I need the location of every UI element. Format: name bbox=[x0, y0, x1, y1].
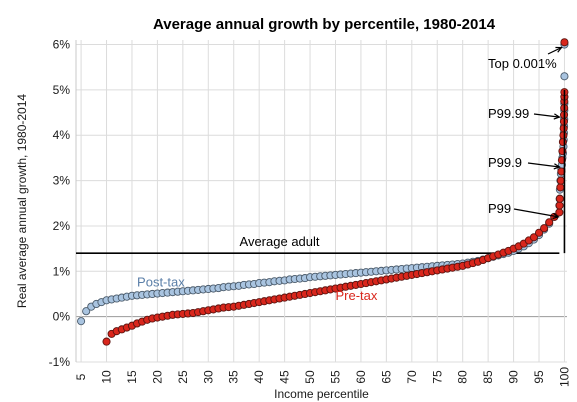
annotation-label: Top 0.001% bbox=[488, 56, 557, 71]
data-point bbox=[540, 224, 549, 233]
x-tick-label: 70 bbox=[405, 370, 419, 384]
pre-tax-label: Pre-tax bbox=[335, 288, 377, 303]
x-tick-label: 45 bbox=[278, 370, 292, 384]
y-tick-label: 1% bbox=[53, 264, 71, 278]
data-point bbox=[77, 317, 86, 326]
data-point bbox=[82, 307, 91, 316]
annotation-arrowhead bbox=[552, 212, 560, 220]
annotation-arrow bbox=[527, 162, 560, 168]
data-point bbox=[558, 137, 567, 147]
annotation-arrow bbox=[533, 113, 560, 118]
x-tick-label: 25 bbox=[176, 370, 190, 384]
data-point bbox=[555, 208, 564, 217]
x-tick-label: 40 bbox=[252, 370, 266, 384]
data-point bbox=[559, 131, 568, 140]
data-point bbox=[529, 233, 538, 242]
y-tick-label: 5% bbox=[53, 83, 71, 97]
average-adult-label: Average adult bbox=[240, 234, 320, 249]
data-point bbox=[556, 183, 565, 192]
annotation-label: P99 bbox=[488, 201, 511, 216]
annotation-arrowhead bbox=[555, 46, 563, 53]
x-tick-label: 95 bbox=[532, 370, 546, 384]
annotation-label: P99.9 bbox=[488, 155, 522, 170]
y-tick-label: 6% bbox=[53, 38, 71, 52]
chart-title: Average annual growth by percentile, 198… bbox=[153, 16, 496, 33]
data-point bbox=[534, 228, 544, 237]
data-point bbox=[560, 38, 569, 47]
percentile-annotations: Top 0.001% P99.99 P99.9 P99 bbox=[488, 46, 563, 220]
x-tick-label: 20 bbox=[150, 370, 164, 384]
x-tick-label: 60 bbox=[354, 370, 368, 384]
x-tick-label: 5 bbox=[74, 373, 88, 380]
x-tick-label: 65 bbox=[379, 370, 393, 384]
x-axis-ticks: 5 10 15 20 25 30 35 40 45 50 55 60 65 70 75 80 85 90 95 100 bbox=[74, 367, 571, 387]
y-axis-title: Real average annual growth, 1980-2014 bbox=[15, 94, 29, 308]
y-tick-label: 0% bbox=[53, 310, 71, 324]
data-point bbox=[102, 337, 111, 346]
annotation-arrow bbox=[547, 46, 562, 55]
data-point bbox=[556, 176, 565, 185]
x-tick-label: 30 bbox=[201, 370, 215, 384]
annotation-label: P99.99 bbox=[488, 106, 529, 121]
x-tick-label: 75 bbox=[430, 370, 444, 384]
annotation-arrowhead bbox=[553, 163, 561, 170]
x-tick-label: 50 bbox=[303, 370, 317, 384]
data-point bbox=[555, 201, 564, 210]
data-point bbox=[555, 194, 564, 203]
data-point bbox=[545, 218, 554, 227]
x-tick-label: 10 bbox=[100, 370, 114, 384]
x-tick-label: 100 bbox=[557, 367, 571, 387]
y-tick-label: 2% bbox=[53, 219, 71, 233]
x-tick-label: 85 bbox=[481, 370, 495, 384]
y-tick-label: 3% bbox=[53, 174, 71, 188]
x-tick-label: 90 bbox=[507, 370, 521, 384]
pre-tax-series bbox=[102, 38, 569, 346]
x-tick-label: 55 bbox=[328, 370, 342, 384]
y-axis-ticks: -1% 0% 1% 2% 3% 4% 5% 6% bbox=[49, 38, 71, 369]
annotation-arrowhead bbox=[553, 113, 561, 120]
annotation-arrow bbox=[513, 208, 559, 218]
y-tick-label: 4% bbox=[53, 128, 71, 142]
post-tax-label: Post-tax bbox=[137, 275, 185, 290]
x-axis-title: Income percentile bbox=[274, 387, 369, 401]
x-tick-label: 35 bbox=[227, 370, 241, 384]
x-tick-label: 80 bbox=[456, 370, 470, 384]
y-tick-label: -1% bbox=[49, 355, 71, 369]
x-tick-label: 15 bbox=[125, 370, 139, 384]
data-point bbox=[560, 72, 569, 81]
